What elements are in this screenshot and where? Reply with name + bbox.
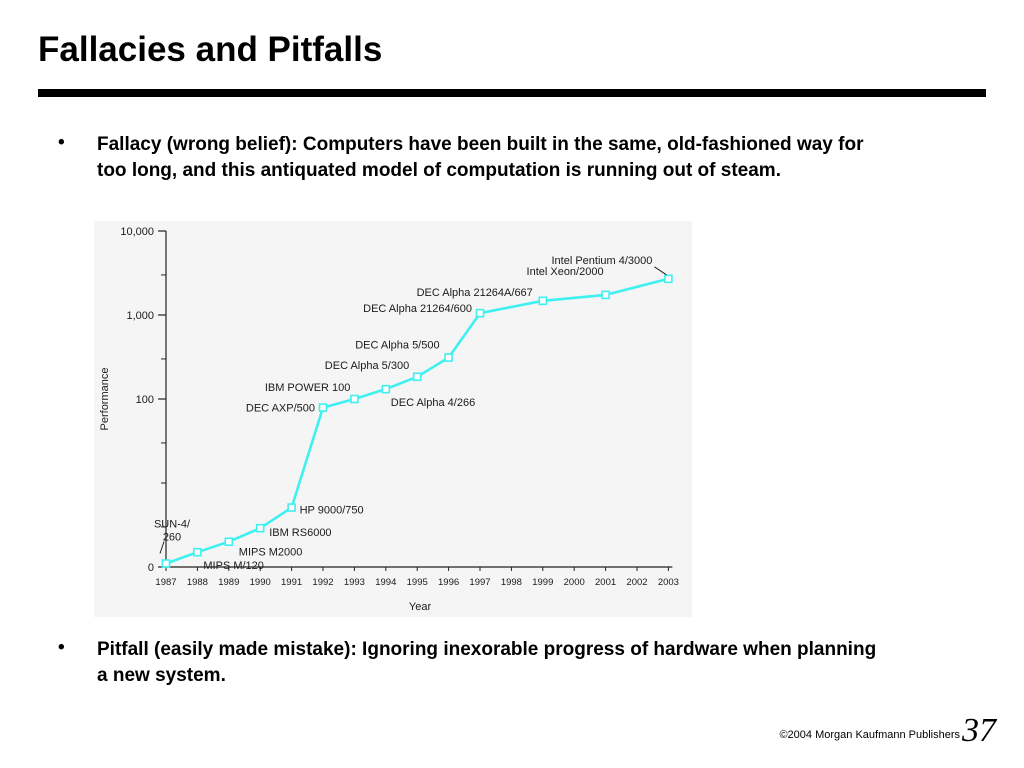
slide-title: Fallacies and Pitfalls xyxy=(38,30,383,69)
x-tick-label: 2001 xyxy=(595,577,616,588)
x-tick-label: 1996 xyxy=(438,577,459,588)
data-point xyxy=(318,403,328,412)
data-point xyxy=(412,372,422,382)
x-tick-label: 1998 xyxy=(501,577,522,588)
x-tick-label: 1989 xyxy=(218,577,239,588)
data-point xyxy=(350,394,359,404)
y-tick-label: 10,000 xyxy=(120,226,154,238)
point-label-line: 260 xyxy=(163,532,181,544)
point-label: Intel Xeon/2000 xyxy=(527,266,604,278)
x-tick-label: 1997 xyxy=(469,577,490,588)
point-label: Intel Pentium 4/3000 xyxy=(551,255,652,267)
x-tick-label: 1993 xyxy=(344,577,365,588)
y-tick-label: 1,000 xyxy=(126,310,154,322)
point-label: IBM POWER 100 xyxy=(265,382,351,394)
data-point xyxy=(193,547,202,557)
data-point xyxy=(161,559,171,568)
x-tick-label: 2003 xyxy=(658,577,679,588)
point-label: DEC Alpha 5/500 xyxy=(355,340,439,352)
point-label: DEC Alpha 5/300 xyxy=(325,360,409,372)
point-label: IBM RS6000 xyxy=(269,527,331,539)
data-point xyxy=(224,537,234,547)
copyright-footer: ©2004 Morgan Kaufmann Publishers xyxy=(779,729,960,741)
point-label: HP 9000/750 xyxy=(300,505,364,517)
data-point xyxy=(444,353,453,362)
point-label-line: SUN-4/ xyxy=(154,519,191,531)
data-point xyxy=(601,290,610,300)
data-point xyxy=(475,308,485,318)
x-tick-label: 1991 xyxy=(281,577,302,588)
x-tick-label: 1992 xyxy=(312,577,333,588)
point-label: DEC Alpha 21264A/667 xyxy=(417,287,533,299)
data-point xyxy=(381,384,391,394)
bullet-marker-1: • xyxy=(58,132,65,153)
point-label: DEC Alpha 4/266 xyxy=(391,397,475,409)
label-leader xyxy=(159,541,165,554)
data-point xyxy=(287,503,296,512)
y-axis-title: Performance xyxy=(99,368,111,431)
point-label: DEC AXP/500 xyxy=(246,403,315,415)
point-label: MIPS M2000 xyxy=(239,547,303,559)
series-line xyxy=(165,277,669,565)
point-label: MIPS M/120 xyxy=(203,560,264,572)
x-tick-label: 1990 xyxy=(250,577,271,588)
data-point xyxy=(255,523,265,533)
x-tick-label: 2000 xyxy=(564,577,585,588)
y-tick-label: 100 xyxy=(136,394,154,406)
x-tick-label: 1987 xyxy=(155,577,176,588)
page-number: 37 xyxy=(962,712,996,749)
bullet-marker-2: • xyxy=(58,637,65,658)
data-point xyxy=(538,296,548,306)
bullet-fallacy-text: Fallacy (wrong belief): Computers have b… xyxy=(97,134,864,181)
data-point xyxy=(664,274,673,284)
y-tick-label: 0 xyxy=(148,562,154,574)
point-label: DEC Alpha 21264/600 xyxy=(363,303,472,315)
x-tick-label: 1988 xyxy=(187,577,208,588)
x-axis-title: Year xyxy=(409,601,432,613)
label-leader xyxy=(654,266,667,276)
performance-chart: 0 100 1,000 10,000 1987 1988 1989 1990 1991 1992 1… xyxy=(99,226,679,613)
x-tick-label: 2002 xyxy=(626,577,647,588)
x-tick-label: 1999 xyxy=(532,577,553,588)
x-tick-label: 1995 xyxy=(407,577,428,588)
title-rule xyxy=(38,89,986,97)
bullet-pitfall-text: Pitfall (easily made mistake): Ignoring … xyxy=(97,639,877,686)
x-tick-label: 1994 xyxy=(375,577,396,588)
